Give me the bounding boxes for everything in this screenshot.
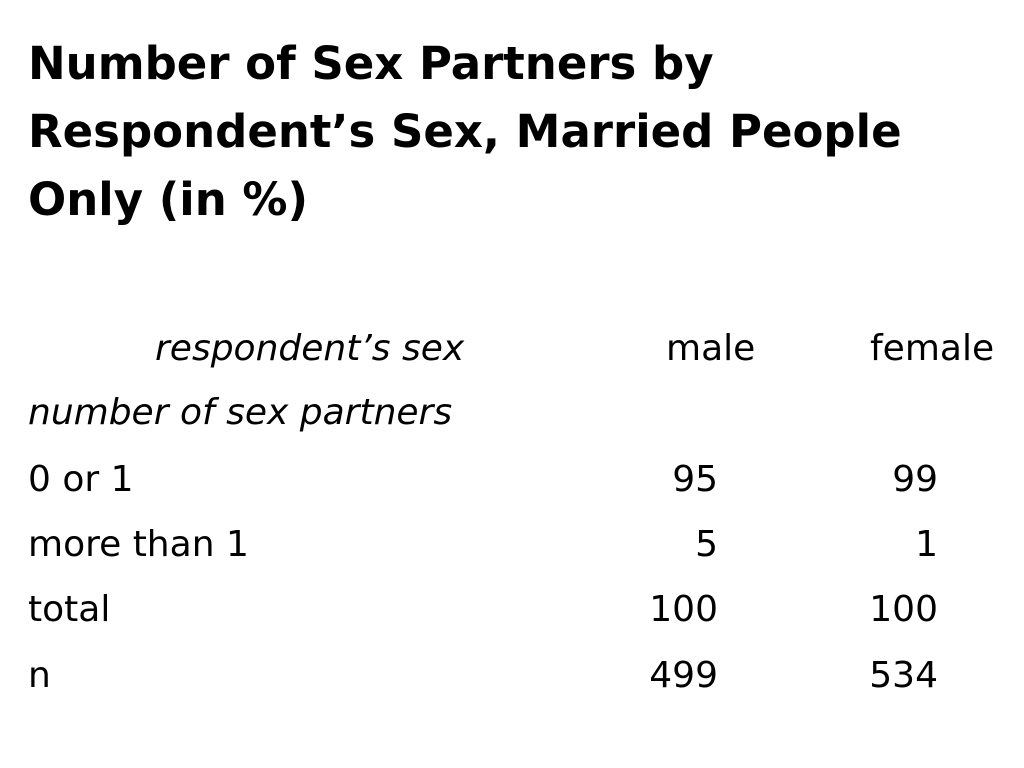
table-row: total 100 100 xyxy=(0,580,1024,640)
row-label: more than 1 xyxy=(28,524,249,565)
cell-male: 100 xyxy=(649,589,718,630)
column-header-male: male xyxy=(666,328,756,369)
row-label: 0 or 1 xyxy=(28,459,134,500)
cell-female: 534 xyxy=(869,655,938,696)
table-row: n 499 534 xyxy=(0,646,1024,706)
slide-title: Number of Sex Partners by Respondent’s S… xyxy=(28,37,902,226)
cell-female: 100 xyxy=(869,589,938,630)
cell-male: 5 xyxy=(695,524,718,565)
cell-male: 95 xyxy=(672,459,718,500)
row-group-header: number of sex partners xyxy=(0,383,1024,443)
column-group-label: respondent’s sex xyxy=(155,328,465,369)
cell-female: 99 xyxy=(892,459,938,500)
column-header-female: female xyxy=(870,328,995,369)
row-group-label: number of sex partners xyxy=(28,392,453,433)
table-row: 0 or 1 95 99 xyxy=(0,450,1024,510)
table-header-row: respondent’s sex male female xyxy=(0,319,1024,379)
cell-female: 1 xyxy=(915,524,938,565)
row-label: n xyxy=(28,655,51,696)
cell-male: 499 xyxy=(649,655,718,696)
table-row: more than 1 5 1 xyxy=(0,515,1024,575)
row-label: total xyxy=(28,589,111,630)
